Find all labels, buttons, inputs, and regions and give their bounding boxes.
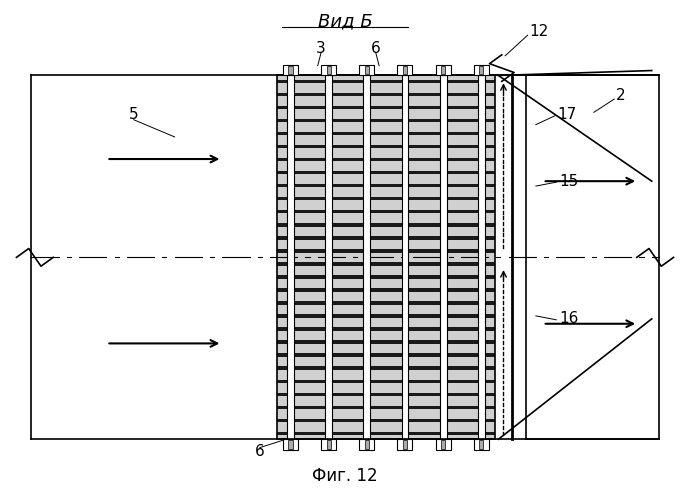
Bar [321,440,336,450]
Bar [277,249,495,252]
Bar [277,366,495,370]
Bar [277,106,495,109]
Bar [397,64,413,76]
Bar [277,76,495,440]
Bar [277,145,495,148]
Bar [283,440,298,450]
Bar [403,66,407,74]
Text: 15: 15 [559,174,578,188]
Bar [277,418,495,422]
Bar [365,440,369,449]
Bar [359,440,374,450]
Bar [321,64,336,76]
Bar [277,288,495,292]
Bar [364,76,371,440]
Bar [277,76,495,440]
Bar [277,223,495,226]
Bar [277,340,495,344]
Bar [440,76,446,440]
Bar [402,76,408,440]
Text: Вид Б: Вид Б [317,12,373,30]
Bar [435,440,451,450]
Bar [397,440,413,450]
Bar [277,392,495,396]
Bar [277,432,495,435]
Bar [277,92,495,96]
Bar [277,354,495,357]
Bar [277,302,495,304]
Bar [326,440,331,449]
Bar [277,158,495,162]
Text: Фиг. 12: Фиг. 12 [312,467,378,485]
Bar [277,210,495,214]
Bar [325,76,332,440]
Bar [277,328,495,331]
Bar [277,184,495,188]
Bar [277,80,495,83]
Text: 16: 16 [559,312,578,326]
Bar [365,66,369,74]
Bar [277,119,495,122]
Bar [474,440,489,450]
Bar [435,64,451,76]
Bar [288,66,293,74]
Bar [283,64,298,76]
Bar [359,64,374,76]
Bar [480,440,484,449]
Bar [326,66,331,74]
Text: 6: 6 [371,41,381,56]
Text: 12: 12 [530,24,549,38]
Bar [478,76,485,440]
Bar [480,66,484,74]
Bar [441,440,445,449]
Bar [277,406,495,409]
Bar [277,171,495,174]
Bar [277,314,495,318]
Text: 6: 6 [255,444,265,459]
Bar [474,64,489,76]
Bar [287,76,294,440]
Bar [277,380,495,383]
Bar [277,236,495,240]
Bar [277,275,495,278]
Text: 5: 5 [129,108,139,122]
Text: 2: 2 [616,88,626,102]
Text: 17: 17 [557,108,576,122]
Bar [403,440,407,449]
Bar [441,66,445,74]
Bar [277,197,495,200]
Bar [277,132,495,135]
Bar [288,440,293,449]
Text: 3: 3 [316,41,326,56]
Bar [277,262,495,266]
